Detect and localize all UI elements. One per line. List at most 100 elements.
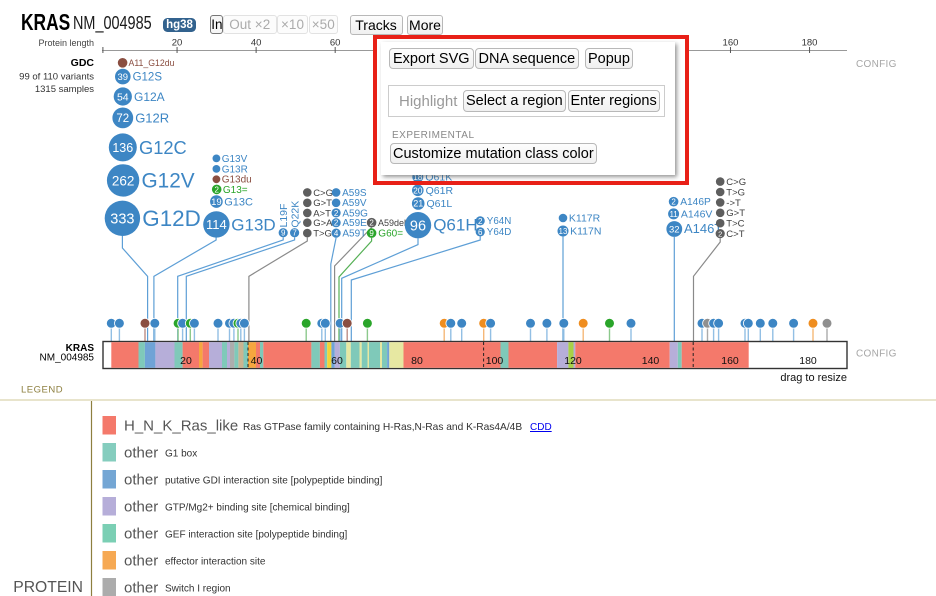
svg-text:drag to resize: drag to resize — [780, 372, 847, 384]
svg-text:other: other — [124, 553, 158, 570]
svg-text:C>G: C>G — [726, 177, 746, 188]
svg-text:13: 13 — [559, 227, 568, 236]
svg-text:other: other — [124, 472, 158, 489]
svg-text:160: 160 — [721, 355, 739, 367]
svg-text:K117R: K117R — [569, 212, 601, 224]
svg-text:->T: ->T — [726, 198, 741, 209]
svg-text:other: other — [124, 445, 158, 462]
svg-text:A146V: A146V — [681, 209, 713, 221]
svg-text:G13D: G13D — [231, 215, 275, 234]
svg-text:CDD: CDD — [530, 422, 552, 433]
svg-text:180: 180 — [799, 355, 817, 367]
svg-text:KRAS: KRAS — [66, 343, 95, 354]
svg-text:Switch I region: Switch I region — [165, 584, 231, 595]
svg-text:262: 262 — [112, 173, 135, 188]
svg-text:Q61R: Q61R — [426, 185, 454, 197]
svg-text:T>C: T>C — [726, 219, 744, 230]
svg-text:G13R: G13R — [222, 164, 248, 175]
svg-text:72: 72 — [116, 113, 129, 125]
svg-text:6: 6 — [478, 228, 483, 237]
svg-text:180: 180 — [802, 38, 818, 49]
svg-text:A146T: A146T — [684, 221, 722, 236]
svg-text:A59V: A59V — [342, 198, 367, 209]
svg-text:2: 2 — [334, 219, 339, 228]
svg-text:G13du: G13du — [222, 175, 252, 186]
svg-text:40: 40 — [251, 355, 263, 367]
svg-text:2: 2 — [478, 217, 483, 226]
svg-text:333: 333 — [110, 212, 134, 228]
svg-text:2: 2 — [214, 185, 219, 194]
svg-text:H_N_K_Ras_like: H_N_K_Ras_like — [124, 418, 238, 435]
svg-text:54: 54 — [117, 91, 129, 103]
svg-text:A146P: A146P — [680, 197, 711, 208]
svg-text:G12V: G12V — [142, 170, 195, 193]
svg-text:9: 9 — [281, 229, 286, 238]
svg-text:LEGEND: LEGEND — [21, 385, 63, 396]
svg-text:7: 7 — [292, 229, 297, 238]
svg-text:GTP/Mg2+ binding site [chemica: GTP/Mg2+ binding site [chemical binding] — [165, 503, 350, 514]
svg-text:2: 2 — [369, 219, 374, 228]
svg-text:G13C: G13C — [224, 196, 253, 208]
svg-text:Q61H: Q61H — [433, 216, 477, 235]
svg-text:Y64D: Y64D — [487, 227, 512, 238]
svg-text:114: 114 — [206, 217, 227, 232]
svg-text:G13=: G13= — [223, 185, 248, 196]
svg-text:GDC: GDC — [71, 57, 95, 69]
svg-text:A>T: A>T — [313, 208, 331, 219]
svg-text:120: 120 — [564, 355, 582, 367]
svg-text:NM_004985: NM_004985 — [40, 353, 95, 364]
svg-text:20: 20 — [180, 355, 192, 367]
svg-text:40: 40 — [251, 38, 262, 49]
svg-text:G60=: G60= — [378, 229, 403, 240]
svg-text:160: 160 — [723, 38, 739, 49]
svg-text:C>G: C>G — [313, 188, 333, 199]
svg-text:G>A: G>A — [313, 218, 333, 229]
svg-text:G1 box: G1 box — [165, 449, 197, 460]
svg-text:136: 136 — [112, 141, 133, 155]
svg-text:1315 samples: 1315 samples — [35, 84, 94, 95]
svg-text:CONFIG: CONFIG — [856, 59, 897, 70]
svg-text:other: other — [124, 499, 158, 516]
svg-text:4: 4 — [334, 229, 339, 238]
svg-text:A59del: A59del — [378, 218, 406, 228]
svg-text:G13V: G13V — [222, 154, 248, 165]
svg-text:80: 80 — [411, 355, 423, 367]
svg-text:96: 96 — [410, 218, 426, 234]
svg-text:60: 60 — [330, 38, 341, 49]
svg-text:GEF interaction site [polypept: GEF interaction site [polypeptide bindin… — [165, 530, 348, 541]
svg-text:K117N: K117N — [570, 226, 601, 238]
svg-text:putative GDI interaction site: putative GDI interaction site [polypepti… — [165, 476, 383, 487]
svg-text:other: other — [124, 580, 158, 596]
svg-text:39: 39 — [118, 72, 129, 83]
svg-text:99 of 110 variants: 99 of 110 variants — [19, 72, 94, 83]
svg-text:21: 21 — [413, 199, 423, 209]
svg-text:140: 140 — [642, 355, 660, 367]
svg-text:CONFIG: CONFIG — [856, 349, 897, 360]
svg-text:C>T: C>T — [726, 229, 744, 240]
svg-text:A59E: A59E — [342, 218, 367, 229]
svg-text:32: 32 — [669, 224, 680, 235]
svg-text:11: 11 — [669, 210, 678, 219]
svg-text:Ras GTPase family containing H: Ras GTPase family containing H-Ras,N-Ras… — [243, 422, 522, 433]
svg-text:T>G: T>G — [313, 229, 332, 240]
svg-text:60: 60 — [331, 355, 343, 367]
svg-text:2: 2 — [718, 229, 722, 238]
svg-text:20: 20 — [413, 185, 423, 195]
svg-text:A59G: A59G — [342, 208, 368, 219]
svg-text:9: 9 — [369, 229, 374, 238]
svg-text:other: other — [124, 526, 158, 543]
svg-text:T>G: T>G — [726, 187, 745, 198]
svg-text:effector interaction site: effector interaction site — [165, 557, 266, 568]
svg-text:19: 19 — [211, 197, 222, 208]
svg-text:18: 18 — [413, 172, 423, 182]
svg-text:Q22K: Q22K — [289, 201, 301, 228]
svg-text:G>T: G>T — [313, 198, 332, 209]
svg-text:Y64N: Y64N — [487, 216, 512, 227]
svg-text:G12S: G12S — [133, 72, 163, 84]
svg-text:20: 20 — [172, 38, 183, 49]
svg-text:A59T: A59T — [342, 229, 366, 240]
svg-text:2: 2 — [671, 198, 676, 207]
svg-text:G12D: G12D — [142, 206, 201, 231]
svg-text:100: 100 — [486, 355, 504, 367]
svg-text:A11_G12du: A11_G12du — [129, 58, 175, 69]
